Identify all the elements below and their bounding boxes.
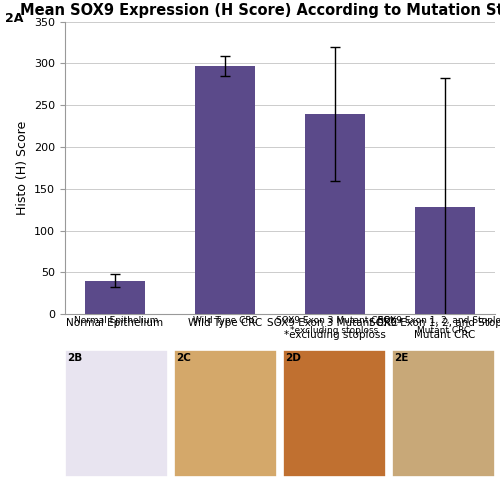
Bar (283, 350, 386, 477)
Text: 2E: 2E (394, 353, 409, 363)
Bar (305, 114, 366, 314)
Text: 2C: 2C (176, 353, 191, 363)
Text: Wild Type CRC: Wild Type CRC (194, 316, 258, 325)
Text: 2B: 2B (67, 353, 82, 363)
Bar (392, 350, 495, 477)
Bar (174, 350, 277, 477)
Bar (194, 66, 255, 314)
Bar (65, 350, 168, 477)
Bar (84, 281, 145, 314)
Text: Normal Epithelium: Normal Epithelium (74, 316, 158, 325)
Title: Mean SOX9 Expression (H Score) According to Mutation Status: Mean SOX9 Expression (H Score) According… (20, 2, 500, 18)
Y-axis label: Histo (H) Score: Histo (H) Score (16, 121, 28, 215)
Text: SOX9 Exon 3 Mutant CRC*
*excluding stoploss: SOX9 Exon 3 Mutant CRC* *excluding stopl… (276, 316, 394, 335)
Bar (415, 207, 476, 314)
Text: 2A: 2A (5, 12, 24, 25)
Text: 2D: 2D (286, 353, 301, 363)
Text: SOX9 Exon 1, 2, and Stoploss
Mutant CRC: SOX9 Exon 1, 2, and Stoploss Mutant CRC (378, 316, 500, 335)
